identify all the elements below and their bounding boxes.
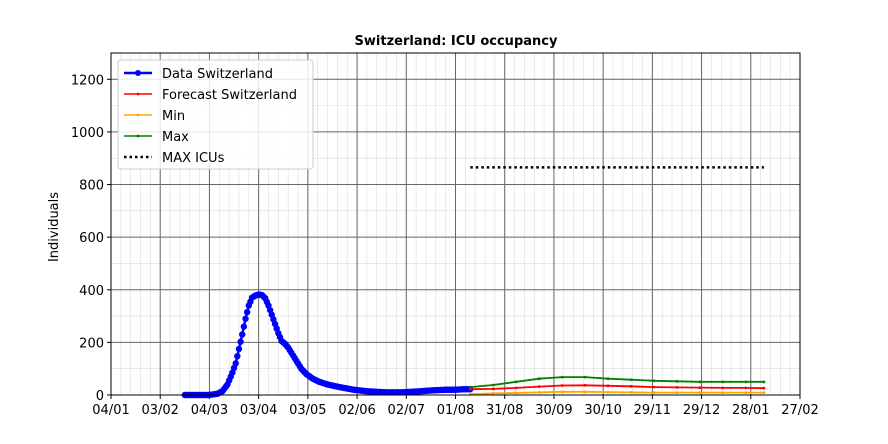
- data-point: [762, 391, 766, 395]
- x-tick-label: 04/03: [191, 403, 228, 418]
- y-axis-label: Individuals: [47, 192, 62, 262]
- data-point: [537, 385, 541, 388]
- data-point: [232, 360, 239, 367]
- data-point: [583, 375, 587, 379]
- legend-item-max-icus: MAX ICUs: [124, 151, 225, 166]
- y-tick-label: 0: [96, 389, 104, 404]
- data-point: [237, 338, 244, 345]
- data-point: [744, 386, 748, 390]
- x-tick-label: 29/12: [683, 403, 720, 418]
- y-tick-label: 400: [79, 284, 104, 299]
- data-point: [698, 391, 702, 395]
- data-point: [744, 391, 748, 395]
- data-point: [537, 390, 541, 394]
- data-point: [514, 391, 518, 395]
- data-point: [468, 385, 472, 389]
- data-point: [698, 386, 702, 390]
- data-point: [583, 383, 587, 387]
- data-point: [537, 377, 541, 381]
- legend-item-forecast-switzerland: Forecast Switzerland: [124, 88, 297, 103]
- legend-label: MAX ICUs: [162, 151, 225, 166]
- legend-marker: [135, 70, 141, 76]
- y-tick-label: 1000: [71, 126, 104, 141]
- data-point: [514, 380, 518, 384]
- x-tick-label: 02/06: [338, 403, 375, 418]
- data-point: [239, 331, 246, 338]
- x-tick-label: 02/07: [388, 403, 425, 418]
- data-point: [652, 385, 656, 389]
- legend-item-min: Min: [124, 109, 185, 124]
- data-point: [606, 384, 610, 388]
- data-point: [675, 379, 679, 383]
- x-tick-label: 30/09: [535, 403, 572, 418]
- x-tick-label: 31/08: [486, 403, 523, 418]
- data-point: [242, 315, 249, 322]
- data-point: [514, 386, 518, 390]
- series-max: [468, 375, 766, 389]
- x-tick-label: 30/10: [584, 403, 621, 418]
- data-point: [721, 386, 725, 390]
- data-point: [762, 380, 766, 384]
- data-point: [235, 345, 243, 353]
- legend-label: Min: [162, 109, 185, 124]
- chart-title: Switzerland: ICU occupancy: [355, 34, 558, 49]
- series-forecast-switzerland: [468, 383, 766, 391]
- data-point: [243, 308, 251, 316]
- data-point: [721, 380, 725, 384]
- data-point: [240, 323, 248, 330]
- data-point: [698, 380, 702, 384]
- data-point: [652, 391, 656, 395]
- x-tick-label: 04/01: [92, 403, 129, 418]
- ticks: 0 200 400 600 800 1000 1200 04/01 03/02 04/03 03/0…: [71, 73, 819, 418]
- data-point: [744, 380, 748, 384]
- y-tick-label: 1200: [71, 73, 104, 88]
- legend-label: Max: [162, 130, 189, 145]
- series-line: [470, 376, 764, 388]
- x-tick-label: 27/02: [781, 403, 818, 418]
- data-point: [560, 390, 564, 394]
- legend-marker: [136, 92, 140, 96]
- y-tick-label: 200: [79, 336, 104, 351]
- y-tick-label: 800: [79, 179, 104, 194]
- x-tick-label: 29/11: [634, 403, 671, 418]
- data-point: [721, 391, 725, 395]
- data-point: [629, 390, 633, 394]
- legend: Data Switzerland Forecast Switzerland Min M…: [117, 59, 314, 170]
- x-tick-label: 28/01: [732, 403, 769, 418]
- legend-item-max: Max: [124, 130, 189, 145]
- data-point: [583, 390, 587, 394]
- data-point: [491, 387, 495, 391]
- series-line: [470, 384, 764, 391]
- data-point: [606, 390, 610, 394]
- data-point: [606, 377, 610, 381]
- data-point: [675, 385, 679, 389]
- x-tick-label: 01/08: [437, 403, 474, 418]
- data-point: [762, 386, 766, 390]
- legend-marker: [136, 113, 140, 117]
- legend-label: Forecast Switzerland: [162, 88, 297, 103]
- legend-box: [117, 59, 314, 170]
- x-tick-label: 03/05: [289, 403, 326, 418]
- series-line: [470, 390, 764, 396]
- data-point: [491, 392, 495, 395]
- data-point: [491, 383, 495, 387]
- data-point: [675, 391, 679, 395]
- legend-marker: [136, 134, 140, 138]
- x-tick-label: 03/04: [240, 403, 277, 418]
- data-point: [234, 352, 241, 360]
- data-point: [468, 387, 472, 391]
- legend-label: Data Switzerland: [162, 67, 273, 82]
- data-point: [629, 378, 633, 382]
- y-tick-label: 600: [79, 231, 104, 246]
- legend-item-data-switzerland: Data Switzerland: [124, 67, 273, 82]
- series-layer: [181, 166, 766, 399]
- data-point: [560, 375, 564, 379]
- data-point: [652, 379, 656, 383]
- data-point: [629, 384, 633, 388]
- data-point: [560, 384, 564, 387]
- x-tick-label: 03/02: [141, 403, 178, 418]
